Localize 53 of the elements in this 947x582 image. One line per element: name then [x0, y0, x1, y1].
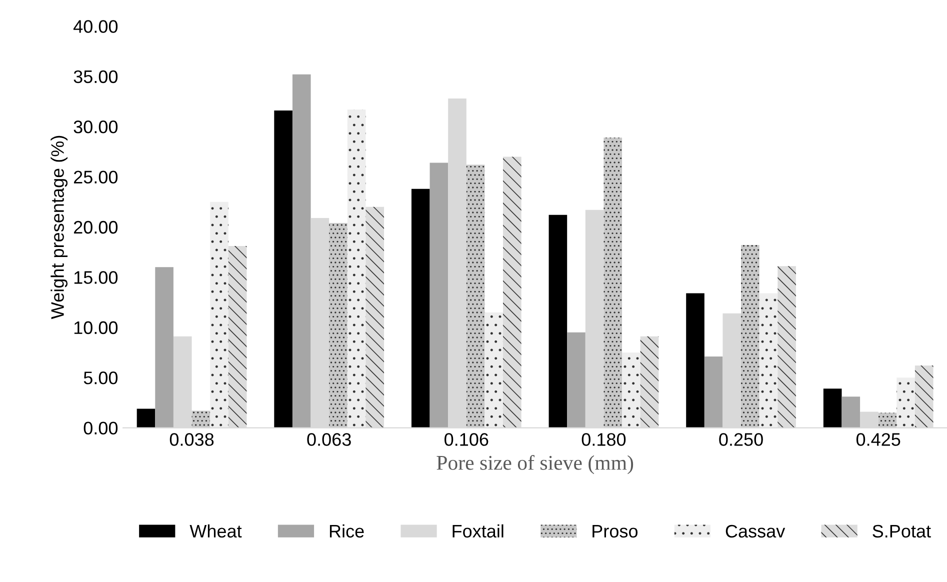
- x-tick-label: 0.180: [582, 433, 626, 446]
- x-tick-label: 0.425: [856, 433, 900, 446]
- bar: [741, 245, 760, 428]
- bar: [329, 222, 348, 428]
- y-tick-label: 25.00: [74, 170, 118, 184]
- bar: [640, 336, 659, 428]
- bar: [567, 332, 586, 428]
- bar: [759, 293, 778, 428]
- legend-label: Rice: [330, 524, 364, 538]
- y-tick-label: 5.00: [84, 372, 118, 384]
- bar: [878, 412, 897, 428]
- bar: [210, 202, 228, 428]
- bar: [192, 410, 210, 428]
- y-tick-label: 20.00: [74, 220, 118, 234]
- bar: [896, 378, 915, 428]
- bar: [778, 266, 796, 428]
- legend-label: Cassav: [726, 524, 786, 538]
- bar: [484, 312, 504, 428]
- y-tick-label: 35.00: [74, 70, 118, 84]
- y-tick-label: 40.00: [73, 20, 118, 33]
- bar: [274, 110, 292, 428]
- bar: [604, 138, 622, 428]
- bar: [430, 162, 448, 428]
- bar: [136, 408, 156, 428]
- legend-label: Wheat: [190, 524, 242, 538]
- x-tick-label: 0.063: [307, 433, 351, 446]
- bar: [466, 164, 485, 428]
- y-axis-title: Weight presentage (%): [50, 136, 68, 320]
- bar: [686, 293, 704, 428]
- bar: [347, 110, 366, 428]
- y-tick-label: 0.00: [84, 422, 118, 434]
- y-tick-label: 15.00: [74, 271, 118, 284]
- bar: [228, 246, 247, 428]
- bar: [366, 206, 384, 428]
- x-tick-label: 0.038: [170, 433, 214, 446]
- x-tick-label: 0.106: [444, 433, 488, 446]
- bar: [914, 366, 934, 428]
- bar: [704, 356, 723, 428]
- bar: [842, 396, 860, 428]
- legend-label: Proso: [592, 525, 638, 538]
- bar: [548, 214, 568, 428]
- bar: [411, 188, 430, 428]
- legend-label: S.Potat: [872, 524, 931, 538]
- bar: [155, 267, 174, 428]
- bar: [823, 388, 842, 428]
- bar: [622, 352, 640, 428]
- bar: [292, 74, 311, 428]
- x-tick-label: 0.250: [719, 433, 763, 446]
- bar: [503, 156, 522, 428]
- y-tick-label: 10.00: [74, 321, 118, 334]
- y-tick-label: 30.00: [74, 120, 118, 134]
- legend-label: Foxtail: [452, 524, 504, 538]
- x-axis-title: Pore size of sieve (mm): [436, 455, 634, 474]
